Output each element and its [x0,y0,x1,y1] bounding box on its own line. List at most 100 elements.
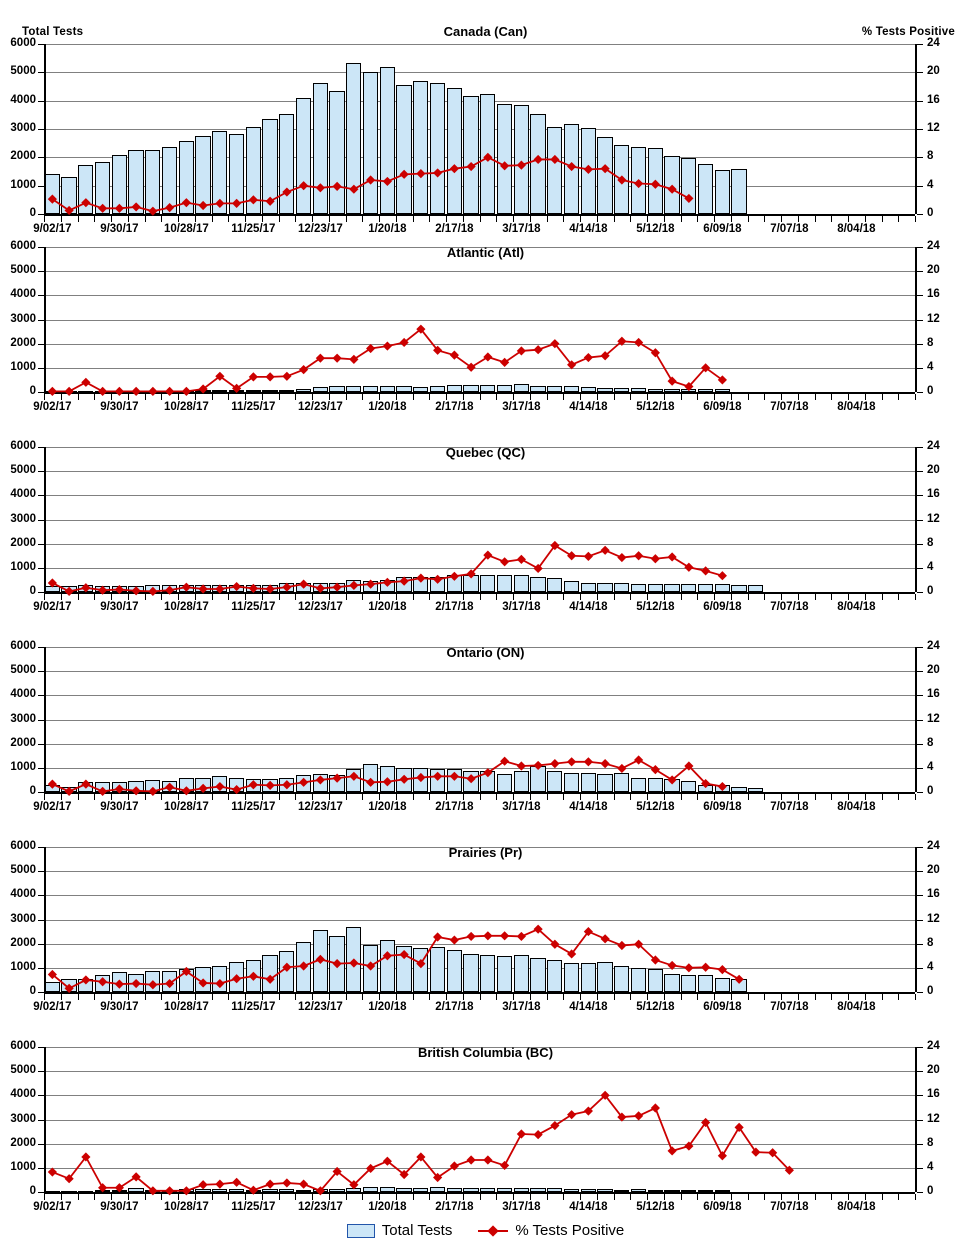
data-point-marker [114,1183,124,1193]
bar [178,141,194,214]
x-axis-tick [881,216,883,222]
x-axis-tick [395,794,397,800]
bar [279,1188,295,1192]
data-point-marker [667,552,677,562]
x-axis-tick [194,394,196,400]
x-axis-tick [647,794,648,800]
data-point-marker [433,1172,443,1183]
x-axis-tick [596,216,598,222]
x-axis-tick [44,1194,45,1200]
left-axis-tick-label: 0 [29,207,36,219]
left-axis-tick [38,447,44,448]
x-axis-tick-label: 9/30/17 [100,223,139,235]
data-point-marker [650,554,660,564]
left-axis-line [44,647,46,792]
right-axis-tick [917,943,923,945]
right-axis-tick-label: 16 [927,488,940,501]
x-axis-tick [580,794,581,800]
gridline [44,1071,915,1073]
gridline [44,129,915,130]
x-axis-tick [915,394,916,400]
x-axis-tick [261,794,263,800]
data-point-marker [583,164,593,174]
data-point-marker [131,786,141,796]
x-axis-tick-label: 11/25/17 [231,1201,276,1213]
data-point-marker [583,757,593,767]
x-axis-tick [446,794,447,800]
gridline [44,343,915,345]
x-axis-tick [161,594,163,600]
x-axis-tick [211,794,213,800]
data-point-marker [81,198,91,208]
data-point-marker [315,353,325,363]
x-axis-tick [513,594,514,600]
bar [262,1188,278,1192]
gridline [44,847,915,848]
right-axis-tick [917,343,923,345]
data-point-marker [165,203,175,213]
left-axis-tick [38,719,44,721]
x-axis-tick [898,1194,900,1200]
right-axis-tick [917,1143,923,1145]
data-point-marker [483,352,493,362]
left-axis-tick-label: 4000 [10,1088,36,1101]
x-axis-tick [111,1194,112,1200]
data-point-marker [198,978,208,988]
right-axis-tick-label: 20 [927,664,940,677]
gridline [44,471,915,473]
left-axis-tick [38,847,44,848]
data-point-marker [449,771,459,781]
bar [630,388,647,392]
bar [731,787,747,792]
data-point-marker [399,337,409,348]
data-point-marker [265,196,275,206]
gridline [44,295,915,297]
left-axis-line [44,847,46,992]
data-point-marker [315,1186,325,1196]
x-axis-tick [697,216,699,222]
x-axis-tick [345,594,347,600]
x-axis-tick [94,794,96,800]
left-axis-tick [38,471,44,473]
x-axis-tick [194,594,196,600]
x-axis-tick [479,1194,481,1200]
x-axis-tick [379,994,380,1000]
x-axis-tick [245,1194,246,1200]
x-axis-line [44,1192,915,1194]
x-axis-tick [546,594,548,600]
x-axis-tick [697,394,699,400]
right-axis-tick-label: 16 [927,888,940,901]
x-axis-tick [747,216,749,222]
x-axis-tick [797,394,799,400]
x-axis-tick [546,994,548,1000]
data-point-marker [282,962,292,972]
bar [496,1188,513,1192]
right-axis-tick-label: 20 [927,464,940,477]
x-axis-tick [395,394,397,400]
bar [44,981,60,992]
x-axis-tick [127,994,129,1000]
bar [630,1189,647,1192]
left-axis-tick [38,319,44,321]
data-point-marker [650,179,660,189]
x-axis-tick [44,394,45,400]
data-point-marker [533,345,543,355]
data-point-marker [483,550,493,560]
percent-positive-series [47,924,744,993]
data-point-marker [98,1183,108,1193]
data-point-marker [165,386,175,396]
bar [362,72,379,214]
x-axis-tick [161,216,163,222]
bar [195,1189,211,1192]
bar [614,966,630,992]
data-point-marker [516,346,526,356]
bar [681,781,697,792]
left-axis-tick-label: 0 [29,1185,36,1197]
bar [513,575,529,592]
x-axis-tick-label: 11/25/17 [231,223,276,235]
data-point-marker [47,578,57,588]
x-axis-tick-label: 10/28/17 [163,801,209,813]
gridline [44,719,915,721]
x-axis-tick [915,994,916,1000]
data-point-marker [315,775,325,785]
